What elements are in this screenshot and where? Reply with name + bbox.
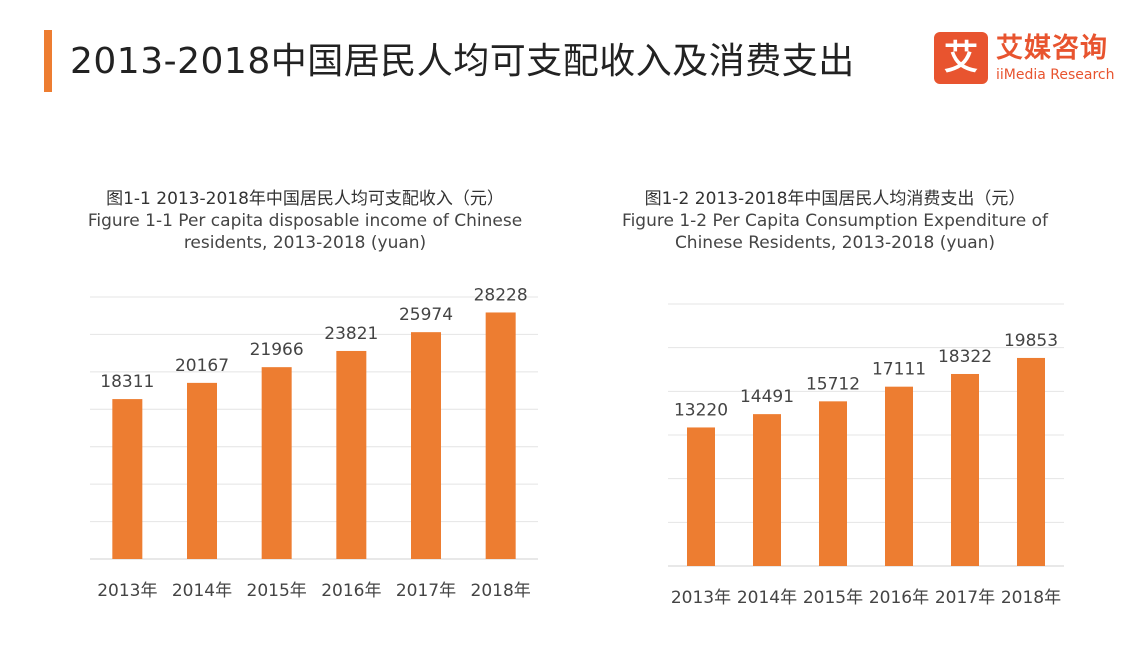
chart2-bar-2013年 (687, 427, 715, 566)
chart1-data-label: 20167 (175, 356, 229, 376)
chart1-x-tick-label: 2014年 (172, 581, 232, 601)
chart2-bar-2015年 (819, 401, 847, 566)
chart1-bar-2014年 (187, 382, 217, 559)
page-title: 2013-2018中国居民人均可支配收入及消费支出 (70, 41, 855, 82)
chart2-data-label: 13220 (674, 400, 728, 420)
chart2-x-tick-label: 2018年 (1001, 588, 1061, 608)
chart1-x-tick-label: 2013年 (97, 581, 157, 601)
chart2-x-tick-label: 2014年 (737, 588, 797, 608)
chart1-x-tick-label: 2017年 (396, 581, 456, 601)
chart2-data-label: 17111 (872, 360, 926, 380)
chart1-data-label: 18311 (100, 372, 154, 392)
chart2-title-en: Figure 1-2 Per Capita Consumption Expend… (622, 211, 1048, 253)
chart1-data-label: 25974 (399, 305, 453, 325)
chart2-data-label: 19853 (1004, 331, 1058, 351)
logo-name-cn: 艾媒咨询 (996, 33, 1108, 64)
chart1-data-label: 23821 (324, 324, 378, 344)
chart1-bar-2015年 (261, 367, 292, 559)
chart1-data-label: 21966 (250, 340, 304, 360)
title-accent-bar (44, 30, 52, 92)
chart2-x-tick-label: 2017年 (935, 588, 995, 608)
chart1-bar-2017年 (411, 332, 441, 559)
chart2-x-tick-label: 2015年 (803, 588, 863, 608)
chart1-bar-2016年 (336, 350, 367, 559)
chart1-title-en: Figure 1-1 Per capita disposable income … (87, 211, 523, 253)
chart2-x-tick-label: 2016年 (869, 588, 929, 608)
chart2-data-label: 18322 (938, 347, 992, 367)
chart2-bar-2018年 (1017, 357, 1045, 566)
chart2-bar-2016年 (885, 386, 913, 566)
chart1-x-tick-label: 2018年 (471, 581, 531, 601)
chart1-data-label: 28228 (474, 285, 528, 305)
logo-icon: 艾 (934, 32, 988, 84)
brand-logo: 艾 艾媒咨询 iiMedia Research (934, 32, 1115, 88)
logo-glyph: 艾 (944, 38, 978, 78)
chart2-x-tick-label: 2013年 (671, 588, 731, 608)
chart2-title-cn: 图1-2 2013-2018年中国居民人均消费支出（元） (644, 189, 1026, 209)
chart2-bar-2017年 (951, 373, 979, 566)
chart1-x-tick-label: 2015年 (247, 581, 307, 601)
chart2-data-label: 14491 (740, 387, 794, 407)
chart2-bar-2014年 (753, 414, 781, 566)
chart1-caption: 图1-1 2013-2018年中国居民人均可支配收入（元） Figure 1-1… (60, 188, 550, 254)
chart1-title-cn: 图1-1 2013-2018年中国居民人均可支配收入（元） (106, 189, 504, 209)
chart1-bar-2018年 (485, 312, 516, 559)
logo-name-en: iiMedia Research (996, 67, 1115, 83)
chart1-bar-2013年 (112, 399, 143, 559)
chart2-caption: 图1-2 2013-2018年中国居民人均消费支出（元） Figure 1-2 … (590, 188, 1080, 254)
chart1-x-tick-label: 2016年 (321, 581, 381, 601)
chart2-data-label: 15712 (806, 374, 860, 394)
